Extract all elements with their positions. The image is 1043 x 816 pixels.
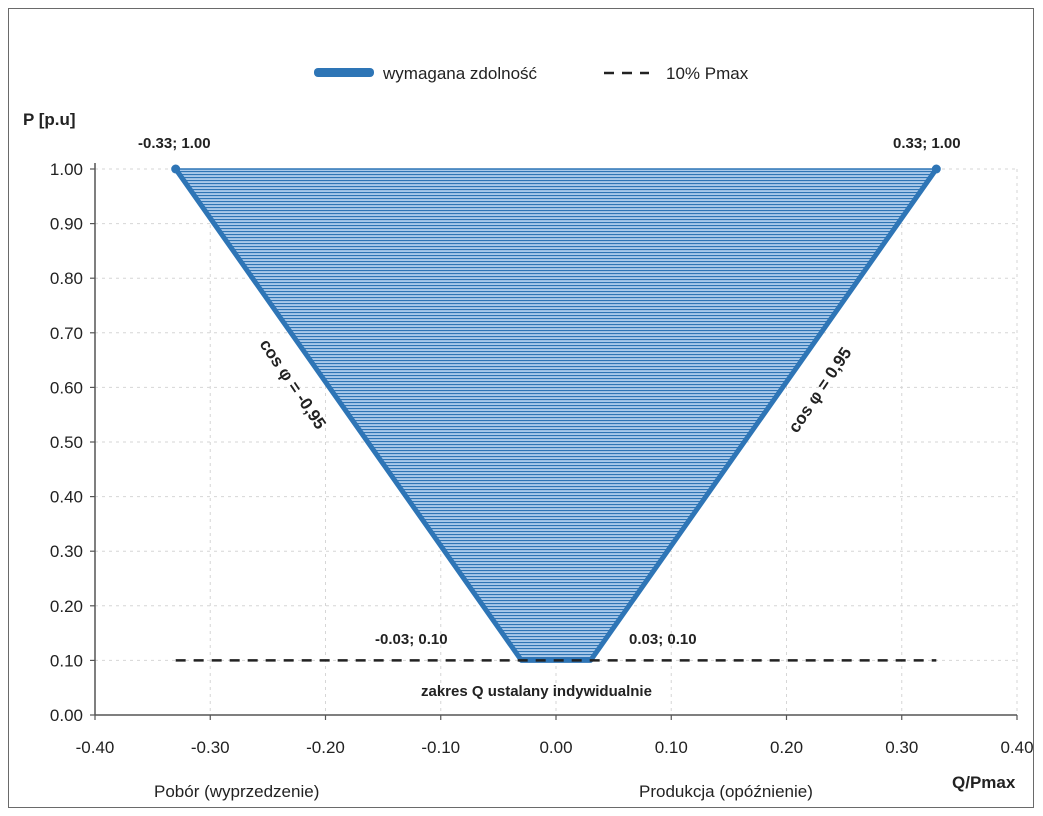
y-tick-label: 0.60 bbox=[50, 378, 83, 397]
x-tick-label: 0.40 bbox=[1000, 738, 1033, 757]
tick-labels: -0.40 -0.30 -0.20 -0.10 0.00 0.10 0.20 0.30 0.40… bbox=[50, 160, 1034, 757]
point-label-top-left: -0.33; 1.00 bbox=[138, 135, 211, 152]
x-tick-label: 0.10 bbox=[655, 738, 688, 757]
y-tick-label: 1.00 bbox=[50, 160, 83, 179]
x-axis-label: Q/Pmax bbox=[952, 773, 1016, 792]
y-tick-label: 0.70 bbox=[50, 324, 83, 343]
legend-swatch-required bbox=[314, 68, 374, 77]
y-tick-label: 0.00 bbox=[50, 706, 83, 725]
y-tick-label: 0.50 bbox=[50, 433, 83, 452]
y-tick-label: 0.80 bbox=[50, 269, 83, 288]
left-side-label: Pobór (wyprzedzenie) bbox=[154, 782, 319, 801]
chart-svg: -0.40 -0.30 -0.20 -0.10 0.00 0.10 0.20 0.30 0.40… bbox=[23, 64, 1034, 801]
data-point bbox=[171, 164, 181, 174]
x-tick-label: -0.20 bbox=[306, 738, 345, 757]
x-tick-label: -0.40 bbox=[76, 738, 115, 757]
x-tick-label: 0.30 bbox=[885, 738, 918, 757]
x-tick-label: -0.30 bbox=[191, 738, 230, 757]
x-tick-label: 0.00 bbox=[539, 738, 572, 757]
y-tick-label: 0.30 bbox=[50, 542, 83, 561]
capability-area bbox=[173, 167, 939, 663]
data-point bbox=[931, 164, 941, 174]
y-tick-label: 0.20 bbox=[50, 597, 83, 616]
data-points bbox=[171, 164, 941, 174]
right-side-label: Produkcja (opóźnienie) bbox=[639, 782, 813, 801]
y-tick-label: 0.90 bbox=[50, 215, 83, 234]
axes bbox=[90, 163, 1018, 720]
legend: wymagana zdolność 10% Pmax bbox=[314, 64, 749, 83]
chart-frame: -0.40 -0.30 -0.20 -0.10 0.00 0.10 0.20 0.30 0.40… bbox=[8, 8, 1034, 808]
x-tick-label: -0.10 bbox=[421, 738, 460, 757]
x-tick-label: 0.20 bbox=[770, 738, 803, 757]
y-axis-label: P [p.u] bbox=[23, 110, 76, 129]
y-tick-label: 0.40 bbox=[50, 488, 83, 507]
point-label-top-right: 0.33; 1.00 bbox=[893, 135, 961, 152]
bottom-note: zakres Q ustalany indywidualnie bbox=[421, 683, 652, 700]
legend-label-dashed: 10% Pmax bbox=[666, 64, 749, 83]
legend-label-required: wymagana zdolność bbox=[382, 64, 538, 83]
y-tick-label: 0.10 bbox=[50, 651, 83, 670]
point-label-bottom-left: -0.03; 0.10 bbox=[375, 631, 448, 648]
point-label-bottom-right: 0.03; 0.10 bbox=[629, 631, 697, 648]
capability-area-fill bbox=[175, 169, 937, 661]
